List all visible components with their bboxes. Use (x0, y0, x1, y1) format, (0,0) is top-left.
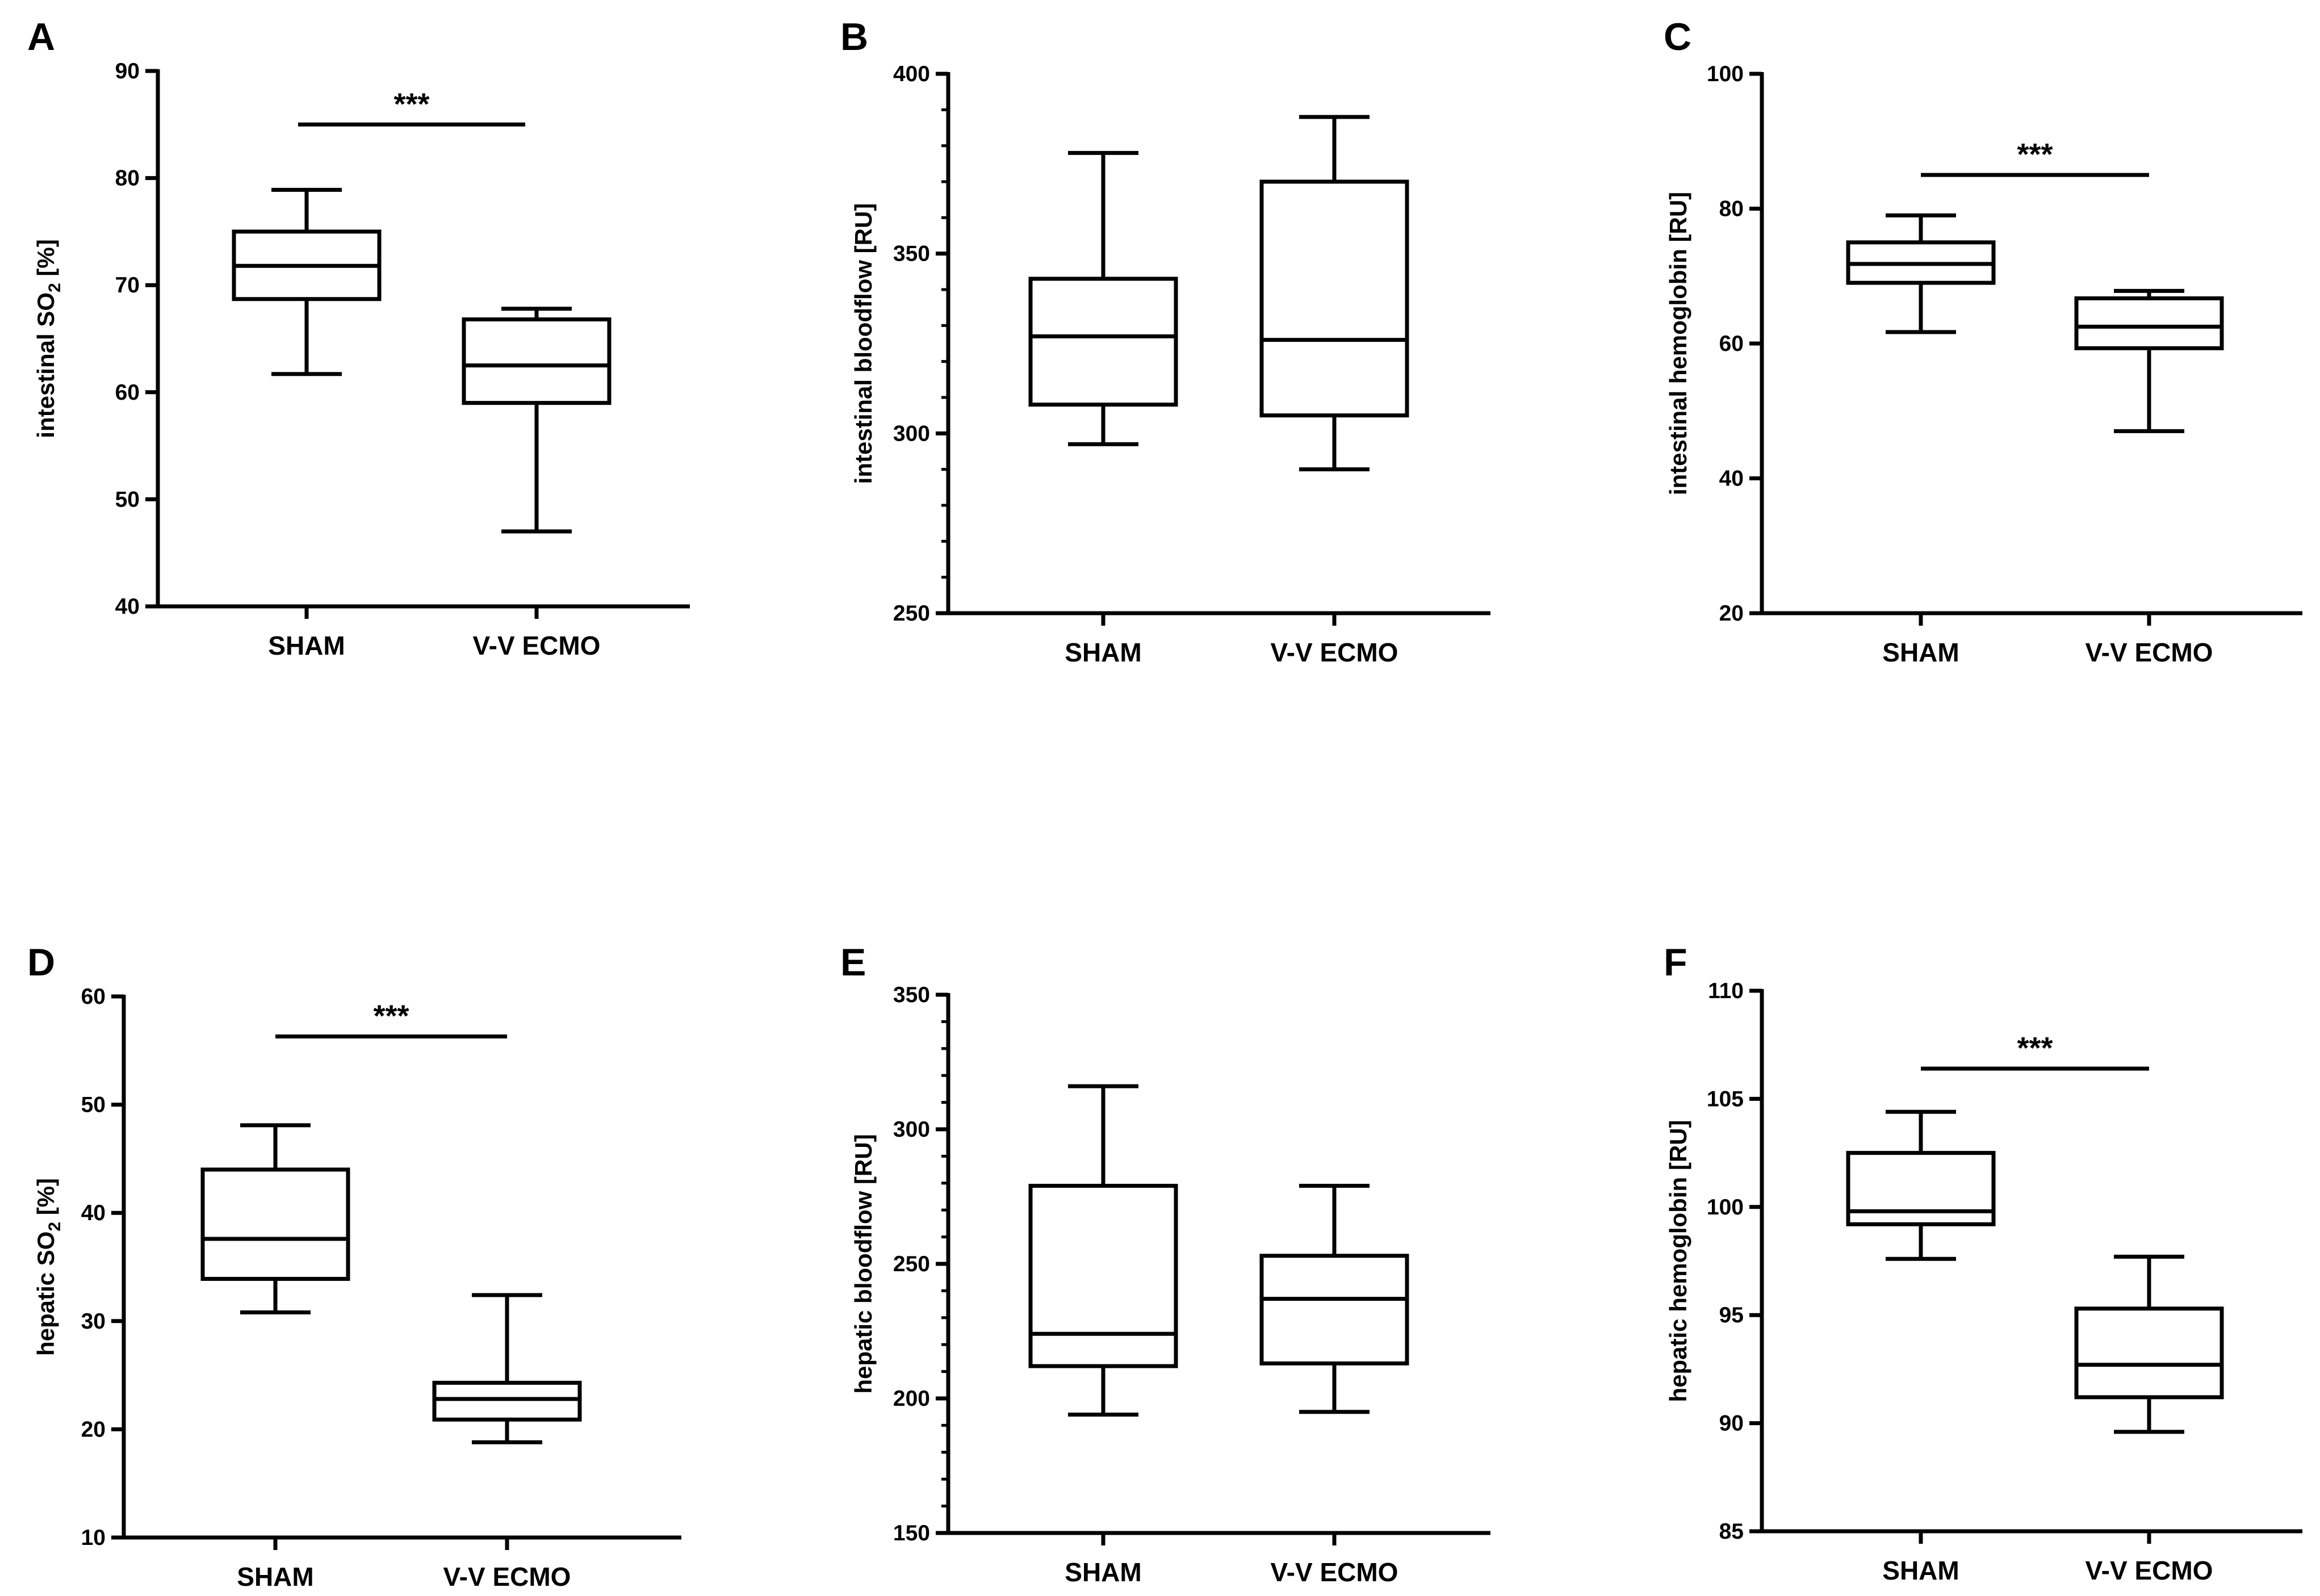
y-tick-label: 400 (893, 62, 930, 86)
y-tick-label: 40 (81, 1201, 106, 1225)
y-tick-label: 200 (893, 1386, 930, 1411)
y-tick-label: 70 (115, 273, 140, 298)
y-tick-label: 20 (81, 1417, 106, 1442)
iqr-box (462, 317, 612, 405)
y-axis-label-subscript: 2 (45, 283, 64, 292)
x-category-label: SHAM (1882, 1556, 1959, 1585)
x-category-label: SHAM (1065, 1557, 1141, 1587)
y-tick-label: 50 (115, 487, 140, 512)
y-tick-label: 40 (1719, 467, 1744, 491)
y-axis-label-text: hepatic bloodflow [RU] (850, 1134, 877, 1393)
y-axis-label: intestinal hemoglobin [RU] (1665, 192, 1691, 495)
box-sham (1846, 213, 1996, 334)
iqr-box (432, 1380, 582, 1422)
panel-letter: C (1664, 15, 1691, 58)
iqr-box (1846, 1151, 1996, 1226)
box-v-v-ecmo (2074, 288, 2224, 433)
y-axis-label: intestinal bloodflow [RU] (850, 203, 877, 484)
y-axis-label-text: intestinal hemoglobin [RU] (1665, 192, 1691, 495)
panel-a: A 40 50 60 70 80 90 intestinal SO2 [%] SHAM V-V E… (27, 15, 690, 660)
y-axis-label-text: hepatic hemoglobin [RU] (1665, 1120, 1691, 1402)
box-sham (1846, 1109, 1996, 1261)
box-v-v-ecmo (462, 307, 612, 534)
x-category-label: V-V ECMO (1271, 638, 1398, 667)
y-tick-label: 60 (1719, 332, 1744, 356)
y-axis-label-unit: [%] (32, 239, 59, 283)
panel-letter: D (27, 941, 55, 984)
y-tick-label: 85 (1719, 1519, 1744, 1544)
x-category-label: V-V ECMO (2086, 1556, 2213, 1585)
significance-label: *** (393, 87, 429, 121)
y-tick-label: 110 (1708, 979, 1744, 1003)
iqr-box (1259, 1254, 1409, 1365)
iqr-box (2074, 1306, 2224, 1400)
y-tick-label: 10 (81, 1526, 106, 1550)
significance-label: *** (2017, 137, 2053, 171)
panel-letter: F (1664, 941, 1687, 984)
significance-label: *** (2017, 1031, 2053, 1065)
panel-letter: A (27, 15, 55, 58)
y-axis-label: hepatic bloodflow [RU] (850, 1134, 877, 1393)
panel-letter: E (840, 941, 866, 984)
significance-label: *** (373, 999, 409, 1033)
y-tick-label: 40 (115, 594, 140, 619)
y-axis-label: intestinal SO2 [%] (32, 239, 65, 438)
y-tick-label: 150 (893, 1521, 930, 1545)
x-category-label: SHAM (268, 631, 345, 660)
iqr-box (1028, 1184, 1178, 1368)
y-tick-label: 350 (893, 242, 930, 266)
x-category-label: V-V ECMO (2086, 638, 2213, 667)
y-tick-label: 105 (1707, 1087, 1744, 1111)
panel-d: D 10 20 30 40 50 60 hepatic SO2 [%] SHAM V-V ECMO… (27, 941, 681, 1591)
y-axis-label-text: hepatic SO (32, 1231, 59, 1356)
box-sham (232, 187, 382, 376)
box-sham (1028, 150, 1178, 446)
panel-e: E 150 200 250 300 350 hepatic bloodflow [RU] SH… (840, 941, 1490, 1587)
y-tick-label: 90 (115, 59, 140, 83)
x-category-label: V-V ECMO (473, 631, 601, 660)
y-axis-label: hepatic SO2 [%] (32, 1178, 65, 1356)
y-tick-label: 350 (893, 983, 930, 1007)
panel-c: C 20 40 60 80 100 intestinal hemoglobin [RU] SH… (1664, 15, 2302, 667)
y-tick-label: 95 (1719, 1303, 1744, 1327)
x-category-label: SHAM (1065, 638, 1141, 667)
x-category-label: V-V ECMO (1271, 1557, 1398, 1587)
y-tick-label: 100 (1707, 62, 1744, 86)
box-v-v-ecmo (432, 1293, 582, 1444)
y-tick-label: 300 (893, 421, 930, 446)
iqr-box (1028, 277, 1178, 407)
iqr-box (200, 1167, 350, 1281)
y-tick-label: 250 (893, 1252, 930, 1276)
y-tick-label: 250 (893, 601, 930, 626)
y-tick-label: 60 (115, 380, 140, 405)
panel-b: B 250 300 350 400 intestinal bloodflow [RU] SH… (840, 15, 1490, 667)
y-tick-label: 80 (1719, 197, 1744, 221)
y-axis-label-subscript: 2 (45, 1222, 64, 1231)
box-v-v-ecmo (1259, 115, 1409, 472)
y-tick-label: 60 (81, 985, 106, 1009)
panel-f: F 85 90 95 100 105 110 hepatic hemoglobin [RU] S… (1664, 941, 2302, 1585)
y-tick-label: 80 (115, 166, 140, 191)
iqr-box (1259, 179, 1409, 418)
box-sham (1028, 1084, 1178, 1417)
y-tick-label: 90 (1719, 1411, 1744, 1436)
y-tick-label: 20 (1719, 601, 1744, 626)
box-v-v-ecmo (2074, 1254, 2224, 1434)
y-axis-label-unit: [%] (32, 1178, 59, 1222)
y-tick-label: 100 (1707, 1195, 1744, 1220)
y-axis-label: hepatic hemoglobin [RU] (1665, 1120, 1691, 1402)
x-category-label: V-V ECMO (443, 1562, 571, 1591)
x-category-label: SHAM (237, 1562, 313, 1591)
y-tick-label: 300 (893, 1117, 930, 1142)
y-tick-label: 50 (81, 1093, 106, 1117)
box-v-v-ecmo (1259, 1184, 1409, 1414)
box-sham (200, 1123, 350, 1315)
iqr-box (2074, 296, 2224, 350)
y-axis-label-text: intestinal bloodflow [RU] (850, 203, 877, 484)
panel-letter: B (840, 15, 868, 58)
x-category-label: SHAM (1882, 638, 1959, 667)
y-axis-label-text: intestinal SO (32, 292, 59, 438)
y-tick-label: 30 (81, 1309, 106, 1334)
